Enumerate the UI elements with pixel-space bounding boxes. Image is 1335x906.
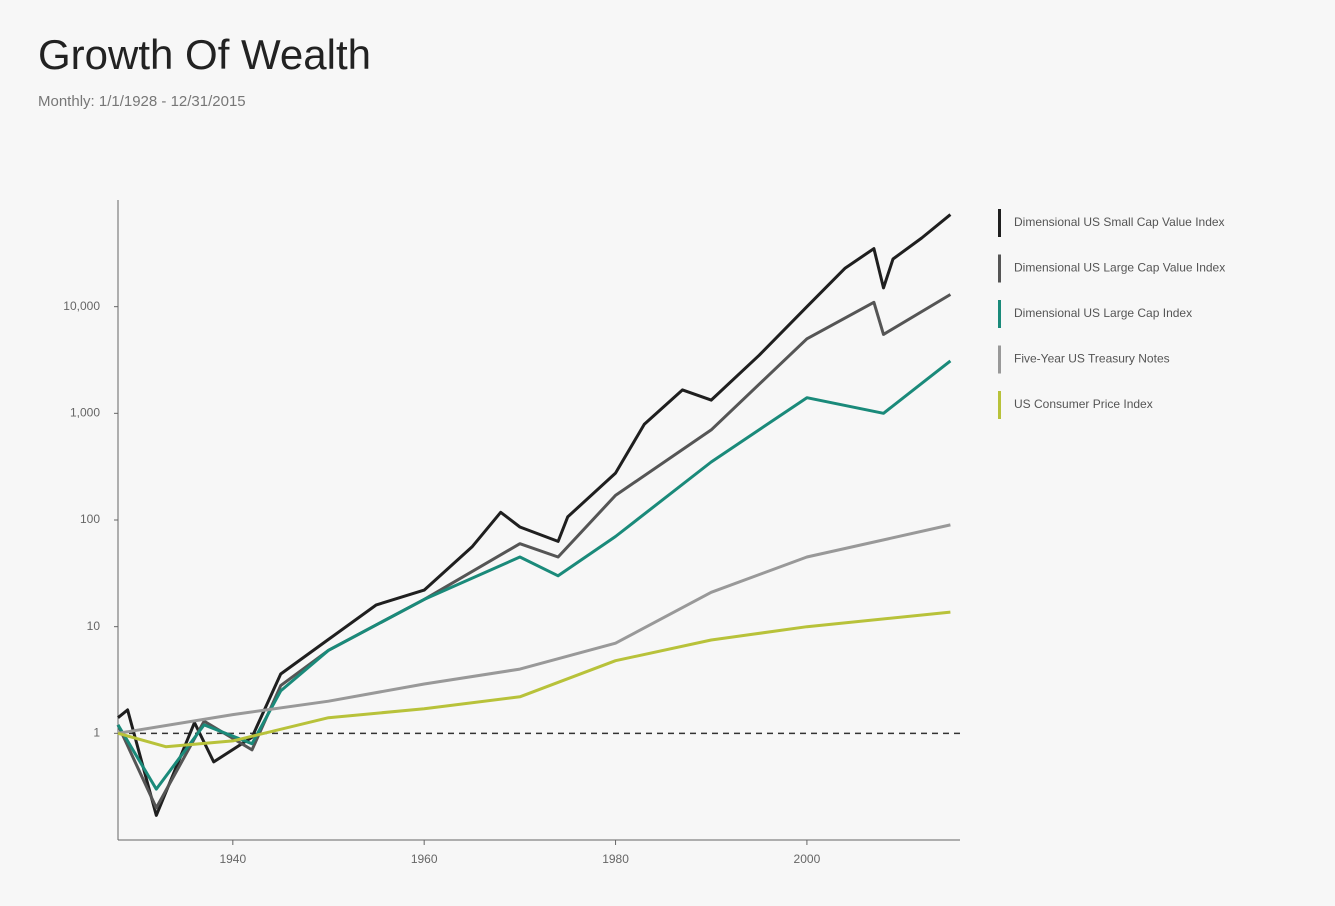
legend-label: Five-Year US Treasury Notes xyxy=(1014,352,1170,366)
legend-label: US Consumer Price Index xyxy=(1014,397,1153,411)
x-tick-label: 1960 xyxy=(411,852,438,866)
y-tick-label: 10 xyxy=(87,619,101,633)
legend-label: Dimensional US Large Cap Index xyxy=(1014,306,1192,320)
x-tick-label: 2000 xyxy=(794,852,821,866)
legend-swatch xyxy=(998,209,1001,237)
chart-subtitle: Monthly: 1/1/1928 - 12/31/2015 xyxy=(38,93,246,110)
legend-swatch xyxy=(998,300,1001,328)
series-line xyxy=(117,610,951,749)
series-line xyxy=(116,359,952,791)
y-tick-label: 100 xyxy=(80,512,100,526)
legend-label: Dimensional US Large Cap Value Index xyxy=(1014,261,1225,275)
x-tick-label: 1940 xyxy=(219,852,246,866)
y-tick-label: 10,000 xyxy=(63,299,100,313)
legend-swatch xyxy=(998,391,1001,419)
series-line xyxy=(117,523,951,735)
legend-swatch xyxy=(998,345,1001,374)
legend-swatch xyxy=(998,254,1001,283)
chart-title: Growth Of Wealth xyxy=(38,31,371,78)
series-line xyxy=(117,213,952,817)
legend-label: Dimensional US Small Cap Value Index xyxy=(1014,215,1225,229)
x-tick-label: 1980 xyxy=(602,852,629,866)
y-tick-label: 1,000 xyxy=(70,406,100,420)
y-tick-label: 1 xyxy=(93,726,100,740)
